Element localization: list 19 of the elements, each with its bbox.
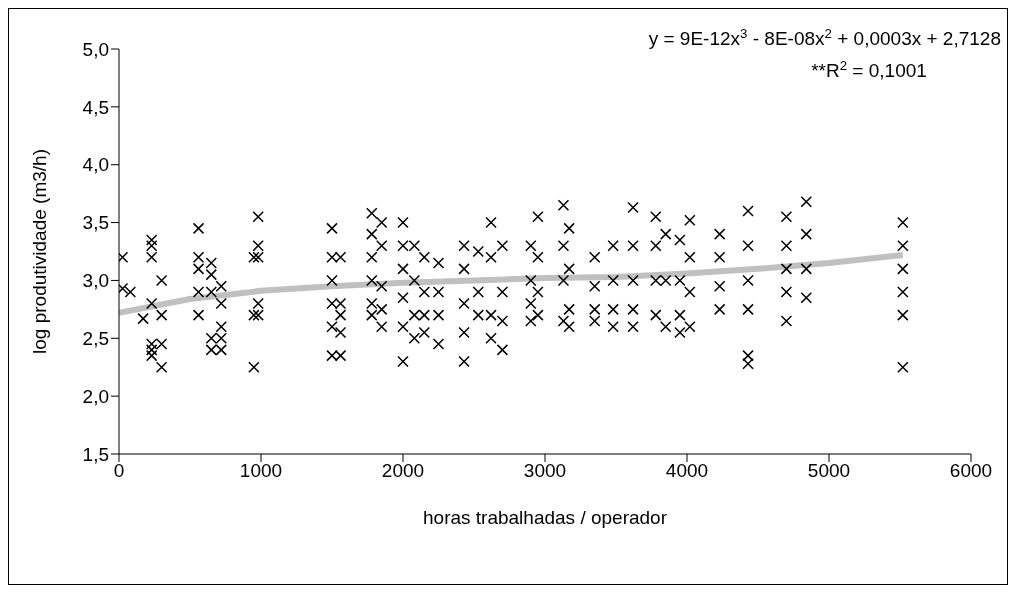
x-tick-label: 1000	[239, 460, 283, 482]
x-tick-label: 5000	[807, 460, 851, 482]
x-tick-label: 0	[113, 460, 125, 482]
y-tick-label: 3,5	[82, 212, 109, 234]
x-tick-label: 4000	[665, 460, 709, 482]
y-tick-label: 1,5	[82, 443, 109, 465]
x-tick-label: 3000	[523, 460, 567, 482]
x-tick-label: 2000	[381, 460, 425, 482]
annotation: **R$^{2}$ = 0,1001	[811, 57, 927, 81]
y-tick-label: 2,5	[82, 328, 109, 350]
y-tick-label: 4,0	[82, 154, 109, 176]
annotation: y = 9E-12x$^{3}$ - 8E-08x$^{2}$ + 0,0003x + 2,7128	[648, 25, 1001, 49]
x-axis-title: horas trabalhadas / operador	[423, 507, 668, 528]
y-tick-label: 5,0	[82, 38, 109, 60]
y-tick-label: 2,0	[82, 385, 109, 407]
y-axis-title: log produtividade (m3/h)	[28, 149, 50, 354]
y-tick-label: 4,5	[82, 96, 109, 118]
y-tick-label: 3,0	[82, 270, 109, 292]
x-tick-label: 6000	[949, 460, 993, 482]
